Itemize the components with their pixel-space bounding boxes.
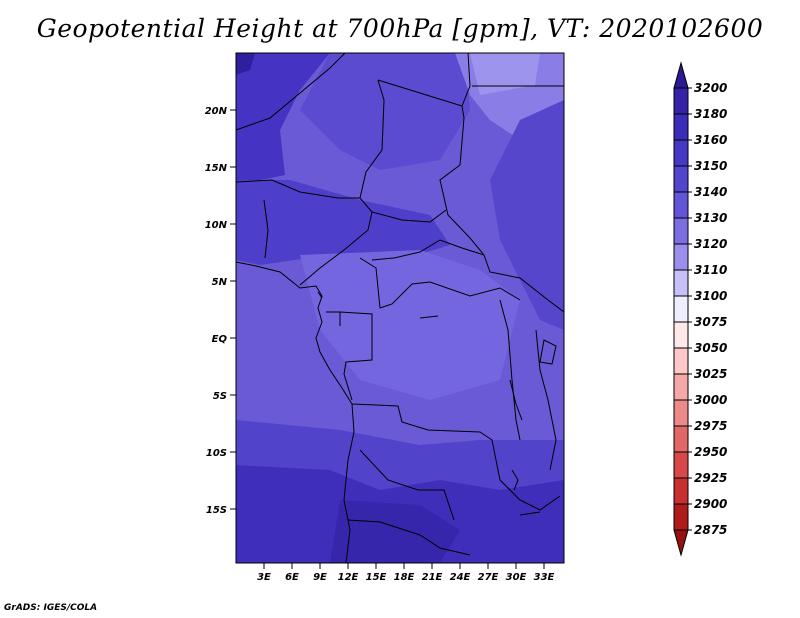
lat-label: 5N (212, 277, 228, 288)
colorbar-swatch (673, 399, 689, 427)
border-line (499, 299, 521, 441)
lat-label: 20N (205, 106, 228, 117)
colorbar-swatch (673, 503, 689, 531)
colorbar-label: 3075 (694, 315, 727, 329)
colorbar-label: 2975 (694, 419, 727, 433)
colorbar-label: 3200 (694, 81, 727, 95)
lake-shore (511, 469, 519, 491)
colorbar-label: 3140 (694, 185, 727, 199)
colorbar-swatch (673, 347, 689, 375)
colorbar-label: 3180 (694, 107, 727, 121)
border-line (377, 79, 564, 313)
country-borders (236, 53, 564, 556)
lon-axis: 3E 6E 9E 12E 15E 18E 21E 24E 27E 30E 33E (257, 563, 555, 583)
colorbar-swatch (673, 139, 689, 167)
colorbar-swatch (673, 217, 689, 245)
field-region (236, 180, 450, 265)
border-line (371, 239, 485, 261)
colorbar-label: 3025 (694, 367, 727, 381)
colorbar-swatch (673, 87, 689, 115)
lake-shore (539, 339, 557, 365)
map-title: Geopotential Height at 700hPa [gpm], VT:… (36, 14, 764, 43)
lon-label: 3E (257, 572, 271, 583)
lon-label: 18E (394, 572, 415, 583)
field-region (236, 53, 330, 185)
colorbar-label: 3100 (694, 289, 727, 303)
border-line (326, 311, 341, 326)
lat-label: EQ (212, 334, 228, 345)
lon-label: 27E (478, 572, 499, 583)
colorbar-cap-bottom (673, 529, 689, 557)
colorbar-legend: 3200 3180 3160 3150 3140 3130 3120 3110 3100 3075… (673, 61, 727, 557)
coast-line (317, 291, 323, 299)
colorbar-swatch (673, 295, 689, 323)
lon-label: 15E (366, 572, 387, 583)
coastline (236, 261, 557, 563)
colorbar-swatch (673, 269, 689, 297)
lat-label: 10S (206, 448, 227, 459)
colorbar-label: 3150 (694, 159, 727, 173)
border-line (236, 53, 346, 131)
coast-line (236, 261, 355, 563)
colorbar-label: 3050 (694, 341, 727, 355)
lat-label: 15S (206, 505, 227, 516)
border-line (371, 209, 447, 223)
lon-label: 9E (313, 572, 327, 583)
colorbar-swatch (673, 425, 689, 453)
field-region (236, 53, 255, 75)
colorbar-label: 3000 (694, 393, 727, 407)
colorbar-label: 3130 (694, 211, 727, 225)
field-region (490, 100, 564, 330)
lat-axis: 20N 15N 10N 5N EQ 5S 10S 15S (205, 106, 236, 516)
lat-label: 5S (213, 391, 227, 402)
lon-label: 21E (422, 572, 443, 583)
colorbar-label: 2875 (694, 523, 727, 537)
lon-label: 12E (338, 572, 359, 583)
colorbar-label: 2925 (694, 471, 727, 485)
colorbar-label: 3110 (694, 263, 727, 277)
border-line (359, 257, 521, 309)
height-field (236, 53, 564, 563)
border-line (359, 449, 455, 521)
colorbar-label: 2950 (694, 445, 727, 459)
border-line (347, 519, 471, 556)
lake-shore (509, 379, 523, 421)
lat-label: 10N (205, 220, 228, 231)
lat-label: 15N (205, 163, 228, 174)
lon-label: 30E (506, 572, 527, 583)
colorbar-swatch (673, 373, 689, 401)
field-region (300, 53, 470, 170)
field-region (330, 500, 460, 563)
border-line (499, 479, 561, 511)
colorbar-label: 2900 (694, 497, 727, 511)
border-line (236, 179, 360, 199)
lake-shore (519, 511, 541, 516)
border-line (263, 199, 269, 259)
river-line (419, 315, 439, 319)
colorbar-swatch (673, 321, 689, 349)
lon-label: 24E (450, 572, 471, 583)
credit-text: GrADS: IGES/COLA (4, 603, 98, 613)
field-region (470, 53, 540, 95)
colorbar-label: 3120 (694, 237, 727, 251)
border-line (351, 403, 501, 481)
lon-label: 6E (285, 572, 299, 583)
map-frame (235, 52, 565, 564)
colorbar-swatch (673, 191, 689, 219)
border-line (461, 53, 471, 107)
border-line (339, 311, 373, 401)
colorbar-swatch (673, 165, 689, 193)
border-line (299, 79, 385, 286)
lon-label: 33E (534, 572, 555, 583)
border-line (535, 329, 557, 471)
field-region (300, 250, 520, 400)
colorbar-swatch (673, 451, 689, 479)
colorbar-label: 3160 (694, 133, 727, 147)
colorbar-swatch (673, 113, 689, 141)
colorbar-swatch (673, 477, 689, 505)
colorbar-cap-top (673, 61, 689, 89)
colorbar-swatch (673, 243, 689, 271)
